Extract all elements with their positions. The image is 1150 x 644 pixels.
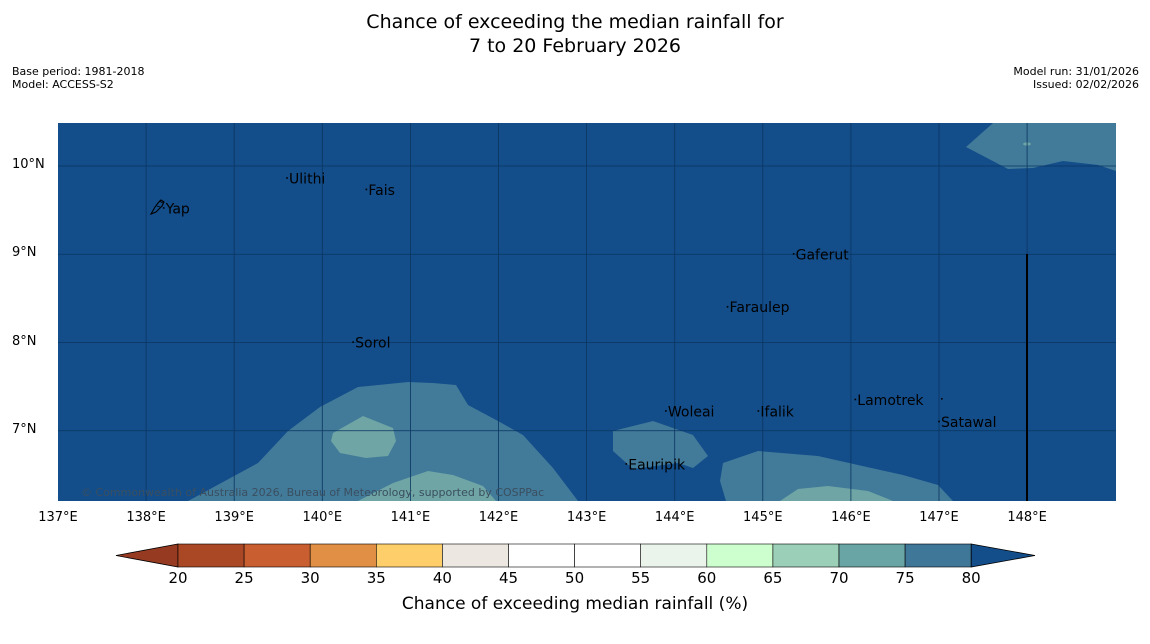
- ocean-background: [58, 123, 1116, 501]
- place-label-gaferut: Gaferut: [796, 247, 850, 263]
- colorbar-segment-30-35: [309, 543, 377, 568]
- lon-label: 139°E: [214, 510, 254, 525]
- title-line-1: Chance of exceeding the median rainfall …: [366, 11, 784, 33]
- colorbar-segment-75-80: [904, 543, 972, 568]
- issued-date: Issued: 02/02/2026: [1032, 78, 1139, 91]
- lon-label: 138°E: [126, 510, 166, 525]
- contour-70-75-east: [720, 451, 953, 501]
- colorbar: [115, 543, 1036, 569]
- lon-label: 137°E: [38, 510, 78, 525]
- place-marker-woleai: [665, 410, 667, 412]
- place-marker-ulithi: [286, 177, 288, 179]
- lon-label: 143°E: [566, 510, 607, 525]
- lon-label: 141°E: [390, 510, 431, 525]
- colorbar-extend-high: [970, 543, 1036, 568]
- place-label-ifalik: Ifalik: [760, 404, 794, 420]
- meta-left: Base period: 1981-2018 Model: ACCESS-S2: [12, 65, 144, 91]
- lon-label: 148°E: [1007, 510, 1047, 525]
- lon-label: 142°E: [478, 510, 519, 525]
- colorbar-tick-label: 30: [300, 569, 320, 587]
- place-marker-lamotrek: [854, 398, 857, 401]
- colorbar-segment-35-40: [375, 543, 443, 568]
- place-marker-faraulep: [726, 306, 729, 308]
- yap-island-detail: [156, 200, 164, 208]
- land-boundary-line: [1026, 254, 1028, 501]
- lon-label: 145°E: [743, 510, 783, 525]
- colorbar-tick-label: 25: [234, 569, 254, 587]
- colorbar-tick-label: 40: [432, 569, 452, 587]
- contour-65-70-west-a: [331, 416, 396, 458]
- title-line-2: 7 to 20 February 2026: [468, 35, 682, 57]
- meta-right: Model run: 31/01/2026 Issued: 02/02/2026: [1013, 65, 1139, 91]
- colorbar-segment-25-30: [243, 543, 311, 568]
- contour-70-75-northeast: [966, 123, 1116, 171]
- colorbar-tick-label: 60: [697, 569, 717, 587]
- lon-label: 147°E: [919, 510, 959, 525]
- place-marker-eauripik: [625, 463, 628, 465]
- lon-label: 140°E: [302, 510, 343, 525]
- place-label-sorol: Sorol: [355, 336, 390, 352]
- colorbar-canvas: [115, 543, 1036, 568]
- yap-island: [149, 199, 165, 216]
- colorbar-segment-40-45: [442, 543, 509, 568]
- place-label-faraulep: Faraulep: [730, 300, 790, 316]
- colorbar-segment-65-70: [772, 543, 840, 568]
- colorbar-tick-label: 55: [631, 569, 651, 587]
- place-label-yap: Yap: [165, 201, 190, 217]
- place-label-fais: Fais: [368, 183, 395, 199]
- map-canvas: Yap Ulithi Fais Gaferut Faraulep Sorol Lamotre…: [58, 123, 1116, 501]
- colorbar-label: Chance of exceeding median rainfall (%): [401, 594, 749, 614]
- copyright-text: © Commonwealth of Australia 2026, Bureau…: [81, 486, 544, 499]
- model-name: Model: ACCESS-S2: [12, 78, 114, 91]
- lon-label: 144°E: [654, 510, 695, 525]
- colorbar-tick-label: 35: [366, 569, 386, 587]
- place-marker-ifalik: [757, 410, 760, 412]
- map-title: Chance of exceeding the median rainfall …: [0, 10, 1150, 58]
- colorbar-segment-70-75: [838, 543, 906, 568]
- place-marker-satawal: [938, 420, 940, 423]
- map-panel[interactable]: Yap Ulithi Fais Gaferut Faraulep Sorol Lamotre…: [58, 123, 1116, 501]
- lat-label: 7°N: [12, 421, 37, 437]
- place-marker-yap: [162, 207, 165, 209]
- colorbar-tick-label: 70: [829, 569, 849, 587]
- pikelot-islet: [941, 398, 943, 400]
- colorbar-tick-label: 50: [565, 569, 585, 587]
- lat-label: 8°N: [12, 333, 37, 349]
- colorbar-segment-60-65: [706, 543, 774, 568]
- colorbar-tick-label: 45: [498, 569, 519, 587]
- place-label-satawal: Satawal: [941, 415, 996, 431]
- colorbar-segment-50-55: [574, 543, 642, 568]
- place-label-ulithi: Ulithi: [289, 171, 325, 187]
- place-marker-sorol: [352, 341, 354, 343]
- colorbar-segment-20-25: [177, 543, 245, 568]
- lat-label: 10°N: [12, 157, 45, 172]
- base-period: Base period: 1981-2018: [12, 65, 145, 78]
- contour-70-75-center: [613, 421, 708, 469]
- place-marker-fais: [365, 188, 368, 191]
- colorbar-extend-low: [115, 543, 179, 568]
- place-marker-gaferut: [792, 253, 795, 255]
- lon-label: 146°E: [831, 510, 871, 525]
- contour-65-70-west-b: [358, 471, 496, 501]
- colorbar-tick-label: 75: [895, 569, 915, 587]
- model-run: Model run: 31/01/2026: [1013, 65, 1139, 78]
- colorbar-tick-label: 65: [763, 569, 783, 587]
- place-label-eauripik: Eauripik: [628, 457, 686, 473]
- place-labels: Yap Ulithi Fais Gaferut Faraulep Sorol Lamotre…: [162, 171, 996, 473]
- place-label-woleai: Woleai: [668, 404, 715, 420]
- colorbar-tick-label: 80: [961, 569, 981, 587]
- colorbar-segment-55-60: [640, 543, 708, 568]
- contour-65-70-east: [780, 486, 893, 501]
- place-label-lamotrek: Lamotrek: [857, 393, 924, 409]
- colorbar-segment-45-50: [508, 543, 575, 568]
- colorbar-tick-label: 20: [168, 569, 188, 587]
- lat-label: 9°N: [12, 245, 37, 261]
